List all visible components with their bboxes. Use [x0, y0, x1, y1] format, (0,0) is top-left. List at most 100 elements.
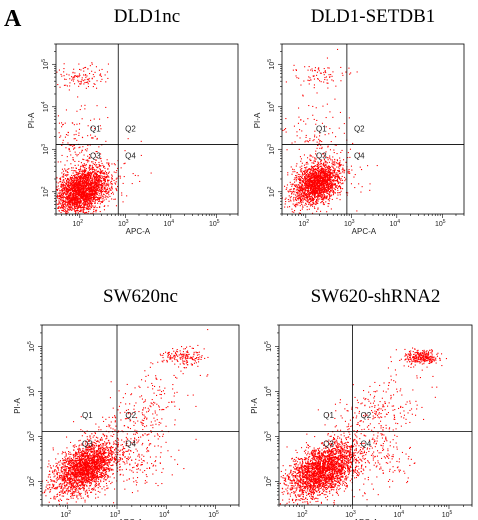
scatter-point [89, 154, 91, 156]
scatter-point [303, 187, 305, 189]
scatter-point [295, 189, 297, 191]
scatter-point [312, 186, 314, 188]
scatter-point [97, 192, 99, 194]
scatter-point [345, 178, 347, 180]
scatter-point [310, 69, 312, 71]
scatter-point [337, 48, 339, 50]
scatter-point [87, 81, 89, 83]
scatter-point [315, 158, 317, 160]
scatter-point [317, 207, 319, 209]
scatter-point [323, 164, 325, 166]
scatter-point [87, 208, 89, 210]
scatter-point [75, 206, 77, 208]
scatter-point [77, 192, 79, 194]
scatter-point [299, 177, 301, 179]
scatter-point [72, 190, 74, 192]
scatter-point [301, 170, 303, 172]
scatter-point [78, 207, 80, 209]
scatter-point [55, 230, 56, 231]
scatter-point [302, 197, 304, 199]
scatter-point [288, 191, 290, 193]
scatter-point [73, 178, 75, 180]
scatter-point [80, 177, 82, 179]
scatter-point [323, 175, 325, 177]
scatter-point [303, 154, 305, 156]
scatter-point [323, 153, 325, 155]
scatter-point [338, 164, 340, 166]
scatter-point [102, 182, 104, 184]
scatter-point [323, 172, 325, 174]
scatter-point [74, 195, 76, 197]
scatter-point [327, 168, 329, 170]
scatter-point [293, 196, 295, 198]
scatter-point [59, 190, 61, 192]
scatter-point [309, 192, 311, 194]
scatter-point [84, 182, 86, 184]
scatter-point [302, 188, 304, 190]
scatter-point [68, 200, 70, 202]
scatter-point [71, 179, 73, 181]
scatter-point [322, 153, 324, 155]
scatter-point [98, 171, 100, 173]
scatter-point [78, 173, 80, 175]
scatter-point [327, 87, 329, 89]
scatter-point [66, 73, 68, 75]
scatter-point [98, 183, 100, 185]
scatter-point [326, 195, 328, 197]
scatter-point [88, 208, 90, 210]
scatter-point [75, 212, 77, 214]
scatter-point [86, 201, 88, 203]
scatter-point [103, 176, 105, 178]
scatter-point [58, 203, 60, 205]
scatter-point [92, 167, 94, 169]
scatter-point [94, 177, 96, 179]
scatter-point [310, 169, 312, 171]
scatter-point [96, 151, 98, 153]
scatter-point [313, 188, 315, 190]
scatter-point [317, 189, 319, 191]
scatter-point [317, 182, 319, 184]
scatter-point [318, 189, 320, 191]
scatter-point [290, 183, 292, 185]
scatter-point [316, 168, 318, 170]
scatter-point [340, 66, 342, 68]
scatter-point [340, 187, 342, 189]
scatter-point [47, 140, 48, 141]
scatter-point [310, 174, 312, 176]
scatter-point [322, 188, 324, 190]
scatter-point [86, 218, 87, 219]
scatter-point [284, 129, 286, 131]
scatter-point [103, 172, 105, 174]
scatter-point [328, 187, 330, 189]
scatter-point [65, 212, 67, 214]
scatter-point [86, 188, 88, 190]
scatter-point [73, 197, 75, 199]
scatter-point [107, 205, 109, 207]
scatter-point [66, 156, 68, 158]
scatter-point [315, 182, 317, 184]
scatter-point [318, 194, 320, 196]
scatter-point [89, 156, 91, 158]
scatter-point [325, 188, 327, 190]
scatter-point [100, 177, 102, 179]
scatter-point [301, 175, 303, 177]
scatter-point [74, 75, 76, 77]
scatter-point [106, 187, 108, 189]
scatter-point [100, 201, 102, 203]
scatter-point [101, 190, 103, 192]
scatter-point [314, 70, 316, 72]
scatter-point [85, 165, 87, 167]
scatter-point [104, 180, 106, 182]
scatter-point [92, 174, 94, 176]
scatter-point [306, 193, 308, 195]
scatter-point [80, 204, 82, 206]
scatter-point [93, 181, 95, 183]
scatter-point [308, 183, 310, 185]
scatter-point [73, 192, 75, 194]
scatter-point [89, 196, 91, 198]
scatter-point [304, 176, 306, 178]
scatter-point [324, 180, 326, 182]
scatter-point [73, 208, 75, 210]
scatter-point [65, 169, 67, 171]
scatter-point [115, 205, 117, 207]
